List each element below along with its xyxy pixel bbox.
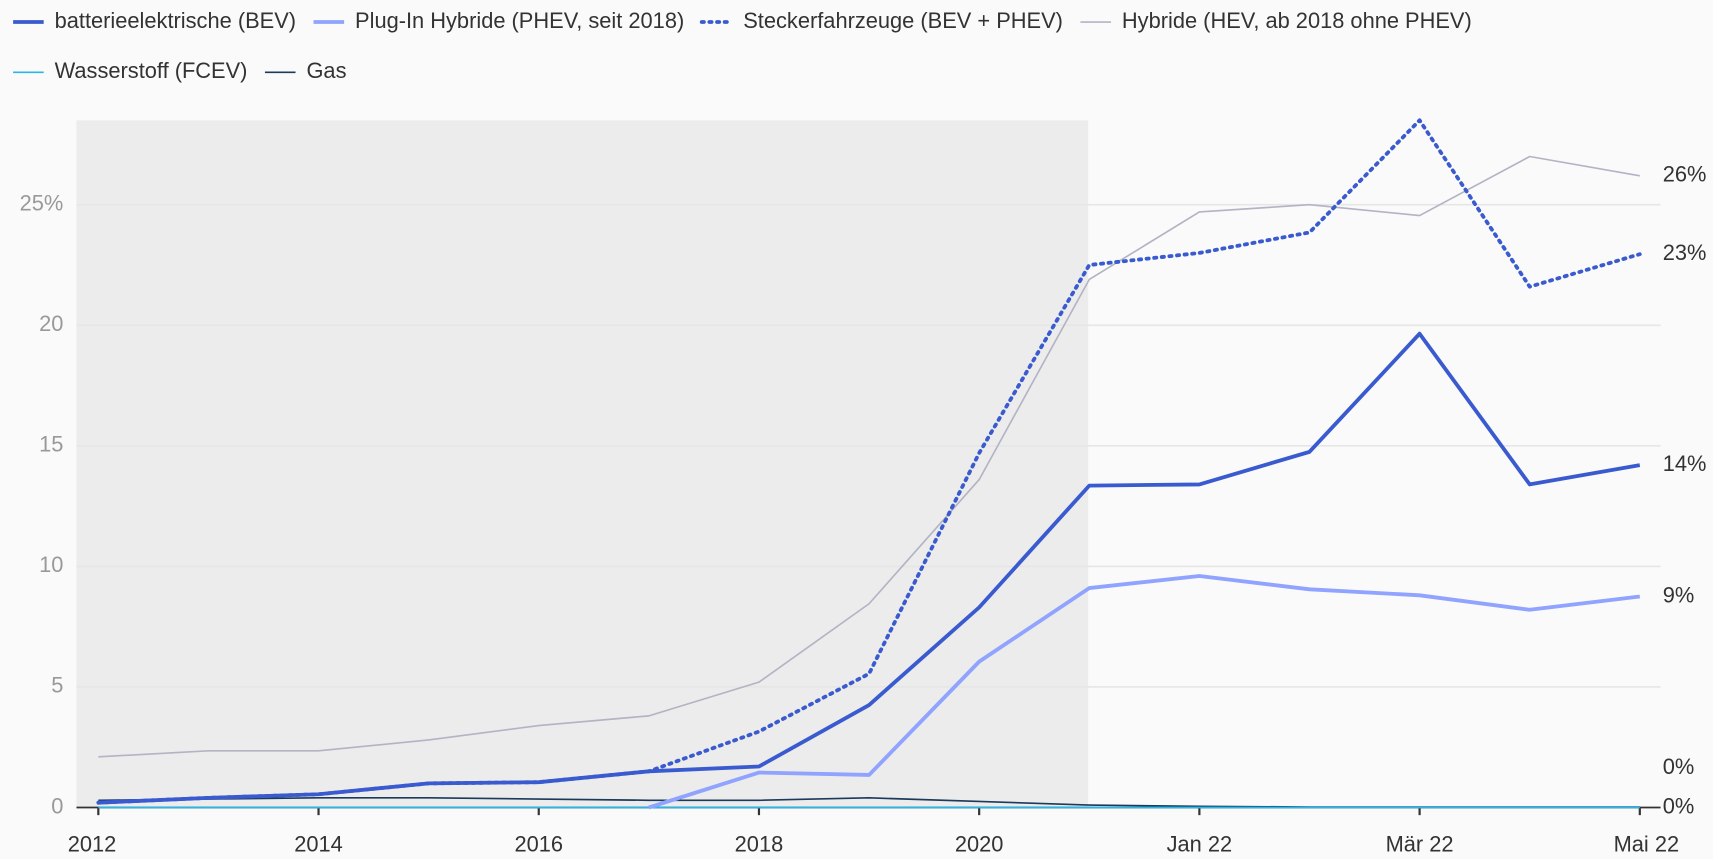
x-tick-label: Mär 22 xyxy=(1386,831,1454,856)
series-line xyxy=(648,574,1641,810)
x-tick-label: Jan 22 xyxy=(1167,831,1233,856)
y-tick-label: 0 xyxy=(51,793,63,818)
end-label: 0% xyxy=(1663,793,1695,818)
legend-label: Steckerfahrzeuge (BEV + PHEV) xyxy=(743,8,1063,33)
x-tick-label: 2012 xyxy=(68,831,117,856)
legend-label: batterieelektrische (BEV) xyxy=(55,8,296,33)
x-tick-label: Mai 22 xyxy=(1614,831,1680,856)
end-label: 9% xyxy=(1663,582,1695,607)
y-tick-label: 10 xyxy=(39,552,63,577)
end-label: 26% xyxy=(1663,162,1707,187)
x-tick-label: 2018 xyxy=(735,831,784,856)
shaded-period xyxy=(76,120,1089,808)
y-tick-label: 25% xyxy=(20,190,64,215)
series-line xyxy=(98,155,1640,758)
end-label: 14% xyxy=(1663,451,1707,476)
x-tick-label: 2016 xyxy=(514,831,563,856)
legend-label: Hybride (HEV, ab 2018 ohne PHEV) xyxy=(1122,8,1472,33)
legend-label: Plug-In Hybride (PHEV, seit 2018) xyxy=(355,8,684,33)
y-tick-label: 5 xyxy=(51,673,63,698)
end-label: 0% xyxy=(1663,754,1695,779)
x-tick-label: 2020 xyxy=(955,831,1004,856)
series-line xyxy=(98,331,1641,805)
x-tick-label: 2014 xyxy=(294,831,343,856)
legend-label: Gas xyxy=(306,58,346,83)
legend-label: Wasserstoff (FCEV) xyxy=(55,58,248,83)
y-tick-label: 15 xyxy=(39,432,63,457)
end-label: 23% xyxy=(1663,240,1707,265)
y-tick-label: 20 xyxy=(39,311,63,336)
series-line xyxy=(96,118,1642,805)
